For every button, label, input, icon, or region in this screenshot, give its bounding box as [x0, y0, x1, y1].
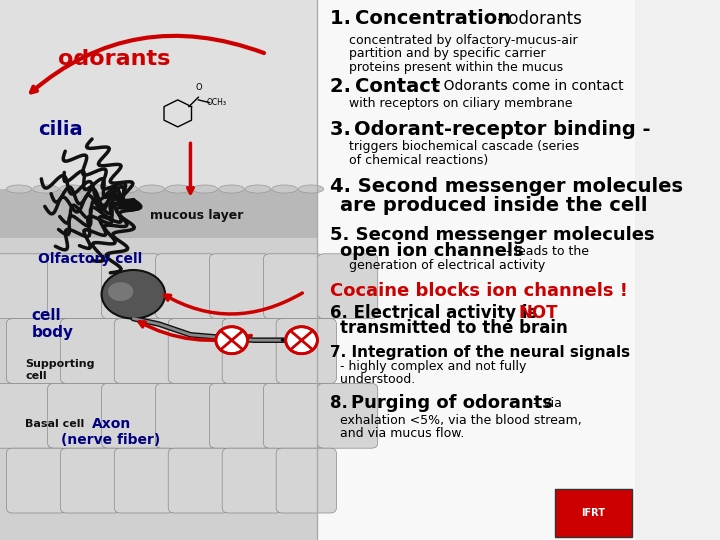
Text: Axon
(nerve fiber): Axon (nerve fiber) [61, 417, 161, 447]
Text: Cocaine blocks ion channels !: Cocaine blocks ion channels ! [330, 281, 628, 300]
Ellipse shape [192, 185, 217, 193]
FancyBboxPatch shape [318, 383, 378, 448]
Text: are produced inside the cell: are produced inside the cell [340, 195, 647, 215]
Ellipse shape [60, 185, 85, 193]
Text: 4. Second messenger molecules: 4. Second messenger molecules [330, 177, 683, 196]
Ellipse shape [246, 185, 271, 193]
FancyBboxPatch shape [222, 319, 282, 383]
Text: Contact: Contact [354, 77, 440, 96]
Text: partition and by specific carrier: partition and by specific carrier [349, 48, 546, 60]
FancyBboxPatch shape [0, 383, 54, 448]
Text: Odorant-receptor binding -: Odorant-receptor binding - [354, 120, 651, 139]
Text: Basal cell: Basal cell [25, 419, 85, 429]
Circle shape [216, 327, 248, 354]
FancyBboxPatch shape [0, 254, 54, 319]
FancyBboxPatch shape [0, 0, 318, 540]
Text: generation of electrical activity: generation of electrical activity [349, 259, 546, 272]
Text: cell
body: cell body [32, 308, 73, 340]
Text: - odorants: - odorants [492, 10, 582, 28]
FancyBboxPatch shape [102, 254, 162, 319]
FancyBboxPatch shape [48, 383, 108, 448]
FancyBboxPatch shape [0, 0, 318, 189]
Ellipse shape [298, 185, 324, 193]
Ellipse shape [86, 185, 112, 193]
FancyBboxPatch shape [276, 319, 336, 383]
Text: concentrated by olfactory-mucus-air: concentrated by olfactory-mucus-air [349, 34, 577, 47]
Text: of chemical reactions): of chemical reactions) [349, 154, 488, 167]
Text: 6. Electrical activity is: 6. Electrical activity is [330, 304, 544, 322]
Text: O: O [195, 83, 202, 92]
FancyBboxPatch shape [156, 383, 216, 448]
FancyBboxPatch shape [6, 448, 67, 513]
Text: – via: – via [529, 397, 562, 410]
Text: 3.: 3. [330, 120, 358, 139]
Text: 5. Second messenger molecules: 5. Second messenger molecules [330, 226, 654, 244]
FancyBboxPatch shape [114, 319, 174, 383]
Text: mucous layer: mucous layer [150, 210, 243, 222]
FancyBboxPatch shape [168, 319, 228, 383]
FancyBboxPatch shape [318, 0, 635, 540]
Ellipse shape [102, 270, 165, 319]
Text: NOT: NOT [518, 304, 557, 322]
FancyBboxPatch shape [264, 383, 324, 448]
FancyBboxPatch shape [156, 254, 216, 319]
Text: 8.: 8. [330, 394, 354, 413]
FancyBboxPatch shape [222, 448, 282, 513]
Text: odorants: odorants [58, 49, 171, 70]
FancyBboxPatch shape [276, 448, 336, 513]
FancyBboxPatch shape [210, 254, 270, 319]
Text: Olfactory cell: Olfactory cell [38, 252, 143, 266]
Ellipse shape [139, 185, 164, 193]
Text: OCH₃: OCH₃ [207, 98, 226, 107]
Text: Purging of odorants: Purging of odorants [351, 394, 553, 413]
Ellipse shape [112, 185, 138, 193]
Text: exhalation <5%, via the blood stream,: exhalation <5%, via the blood stream, [340, 414, 581, 427]
FancyBboxPatch shape [318, 254, 378, 319]
Text: with receptors on ciliary membrane: with receptors on ciliary membrane [349, 97, 572, 110]
FancyBboxPatch shape [264, 254, 324, 319]
Text: understood.: understood. [340, 373, 415, 386]
Text: and via mucus flow.: and via mucus flow. [340, 427, 464, 440]
Text: open ion channels: open ion channels [340, 242, 523, 260]
Ellipse shape [219, 185, 244, 193]
Text: Concentration: Concentration [354, 9, 510, 29]
Circle shape [286, 327, 318, 354]
FancyBboxPatch shape [60, 448, 121, 513]
Text: - Odorants come in contact: - Odorants come in contact [430, 79, 624, 93]
Text: 7. Integration of the neural signals: 7. Integration of the neural signals [330, 345, 630, 360]
Text: IFRT: IFRT [582, 508, 606, 518]
Text: - leads to the: - leads to the [502, 245, 588, 258]
Text: proteins present within the mucus: proteins present within the mucus [349, 61, 563, 74]
Text: - highly complex and not fully: - highly complex and not fully [340, 360, 526, 373]
Text: 2.: 2. [330, 77, 358, 96]
FancyBboxPatch shape [102, 383, 162, 448]
FancyBboxPatch shape [6, 319, 67, 383]
Ellipse shape [6, 185, 32, 193]
Text: transmitted to the brain: transmitted to the brain [340, 319, 567, 338]
Ellipse shape [108, 282, 133, 301]
FancyBboxPatch shape [168, 448, 228, 513]
Text: Supporting
cell: Supporting cell [25, 359, 95, 381]
FancyBboxPatch shape [0, 189, 318, 238]
FancyBboxPatch shape [60, 319, 121, 383]
Ellipse shape [272, 185, 297, 193]
FancyBboxPatch shape [48, 254, 108, 319]
FancyBboxPatch shape [556, 489, 631, 537]
FancyBboxPatch shape [210, 383, 270, 448]
Text: cilia: cilia [38, 120, 83, 139]
Text: 1.: 1. [330, 9, 358, 29]
Ellipse shape [166, 185, 191, 193]
Text: triggers biochemical cascade (series: triggers biochemical cascade (series [349, 140, 580, 153]
FancyBboxPatch shape [114, 448, 174, 513]
Ellipse shape [33, 185, 58, 193]
